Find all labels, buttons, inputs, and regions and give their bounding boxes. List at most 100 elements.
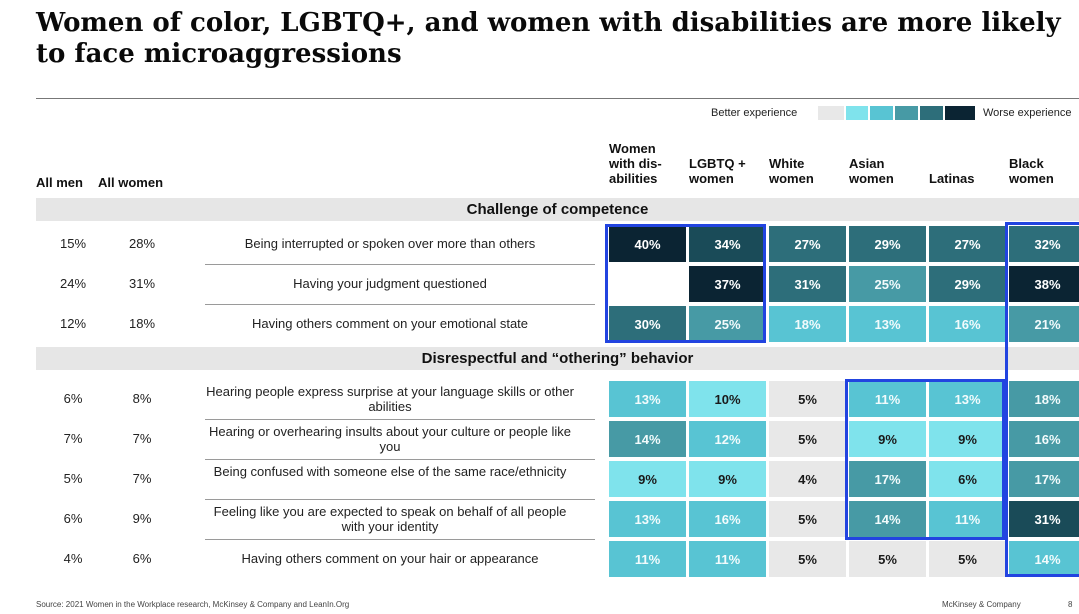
col-header-line (1009, 141, 1054, 156)
col-header-line: women (1009, 171, 1054, 186)
highlight-box-black-women (1005, 222, 1079, 577)
all-women-value: 9% (132, 511, 152, 526)
heatmap-cell: 27% (929, 226, 1006, 262)
all-women-value: 6% (132, 551, 152, 566)
col-header-line (849, 141, 894, 156)
heatmap-cell: 21% (1009, 306, 1079, 342)
heatmap-cell: 14% (849, 501, 926, 537)
row-label: Feeling like you are expected to speak o… (213, 504, 567, 534)
heatmap-cell: 37% (689, 266, 766, 302)
heatmap-cell: 12% (689, 421, 766, 457)
all-men-value: 7% (63, 431, 83, 446)
row-label: Being confused with someone else of the … (213, 464, 567, 479)
heatmap-cell: 31% (769, 266, 846, 302)
row-separator (205, 264, 595, 265)
row-label: Having others comment on your emotional … (251, 316, 529, 331)
all-men-value: 4% (63, 551, 83, 566)
heatmap-cell: 5% (929, 541, 1006, 577)
legend-swatch (895, 106, 918, 120)
heatmap-cell: 16% (1009, 421, 1079, 457)
col-header-line: Asian (849, 156, 885, 171)
heatmap-cell: 25% (849, 266, 926, 302)
heatmap-cell: 40% (609, 226, 686, 262)
heatmap-cell: 5% (769, 421, 846, 457)
heatmap-cell: 16% (689, 501, 766, 537)
col-header-all-men: All men (36, 175, 83, 190)
heatmap-cell: 5% (769, 501, 846, 537)
heatmap-cell: 29% (929, 266, 1006, 302)
row-label: Having your judgment questioned (293, 276, 487, 291)
heatmap-cell: 17% (849, 461, 926, 497)
all-women-value: 7% (132, 471, 152, 486)
row-separator (205, 419, 595, 420)
heatmap-cell: 38% (1009, 266, 1079, 302)
source-note: Source: 2021 Women in the Workplace rese… (36, 600, 350, 609)
heatmap-cell: 14% (1009, 541, 1079, 577)
col-header-group: Black women (1009, 141, 1054, 186)
all-women-value: 8% (132, 391, 152, 406)
col-header-line (929, 141, 975, 156)
col-header-line: women (769, 171, 814, 186)
col-header-group: LGBTQ + women (689, 141, 746, 186)
legend-swatch (920, 106, 943, 120)
row-label: Hearing people express surprise at your … (206, 384, 574, 414)
title-divider (36, 98, 1079, 99)
row-separator (205, 459, 595, 460)
highlight-box-asian-latinas (845, 379, 1005, 540)
col-header-group: Women with dis-abilities (609, 141, 662, 186)
heatmap-cell: 17% (1009, 461, 1079, 497)
col-header-line (929, 156, 975, 171)
legend-swatch (945, 106, 975, 120)
row-separator (205, 499, 595, 500)
heatmap-cell: 25% (689, 306, 766, 342)
all-men-value: 15% (59, 236, 87, 251)
row-label: Hearing or overhearing insults about you… (208, 424, 572, 454)
col-header-line: LGBTQ + (689, 156, 746, 171)
row-label: Being interrupted or spoken over more th… (244, 236, 536, 251)
heatmap-cell: 13% (609, 501, 686, 537)
col-header-line: women (849, 171, 894, 186)
col-header-group: Asian women (849, 141, 894, 186)
all-men-value: 6% (63, 391, 83, 406)
heatmap-cell: 11% (849, 381, 926, 417)
chart-title: Women of color, LGBTQ+, and women with d… (36, 8, 1061, 69)
heatmap-cell: 11% (689, 541, 766, 577)
heatmap-cell: 27% (769, 226, 846, 262)
heatmap-cell: 46% (634, 276, 661, 292)
all-women-value: 18% (128, 316, 156, 331)
heatmap-cell: 31% (1009, 501, 1079, 537)
col-header-line: women (689, 171, 734, 186)
heatmap-cell: 14% (609, 421, 686, 457)
col-header-line: Black (1009, 156, 1044, 171)
heatmap-cell: 32% (1009, 226, 1079, 262)
heatmap-cell: 9% (609, 461, 686, 497)
highlight-box-disabilities-lgbtq (605, 224, 766, 343)
page-number: 8 (1068, 600, 1073, 609)
all-men-value: 12% (59, 316, 87, 331)
heatmap-cell: 16% (929, 306, 1006, 342)
legend-worse-label: Worse experience (983, 107, 1072, 119)
heatmap-cell: 29% (849, 226, 926, 262)
legend-better-label: Better experience (711, 107, 798, 119)
row-separator (205, 304, 595, 305)
row-separator (205, 539, 595, 540)
heatmap-cell: 13% (929, 381, 1006, 417)
heatmap-cell: 9% (929, 421, 1006, 457)
all-women-value: 31% (128, 276, 156, 291)
col-header-line: Women (609, 141, 656, 156)
col-header-line (689, 141, 746, 156)
legend-swatch (818, 106, 844, 120)
heatmap-cell: 18% (1009, 381, 1079, 417)
col-header-all-women: All women (98, 175, 164, 190)
legend-swatch (870, 106, 893, 120)
heatmap-cell: 9% (689, 461, 766, 497)
all-men-value: 5% (63, 471, 83, 486)
footer-brand: McKinsey & Company (942, 600, 1021, 609)
col-header-line: Latinas (929, 171, 975, 186)
heatmap-cell: 11% (929, 501, 1006, 537)
heatmap-cell: 10% (689, 381, 766, 417)
col-header-line (769, 141, 814, 156)
col-header-line: White (769, 156, 805, 171)
heatmap-cell: 13% (849, 306, 926, 342)
legend-swatch (846, 106, 868, 120)
